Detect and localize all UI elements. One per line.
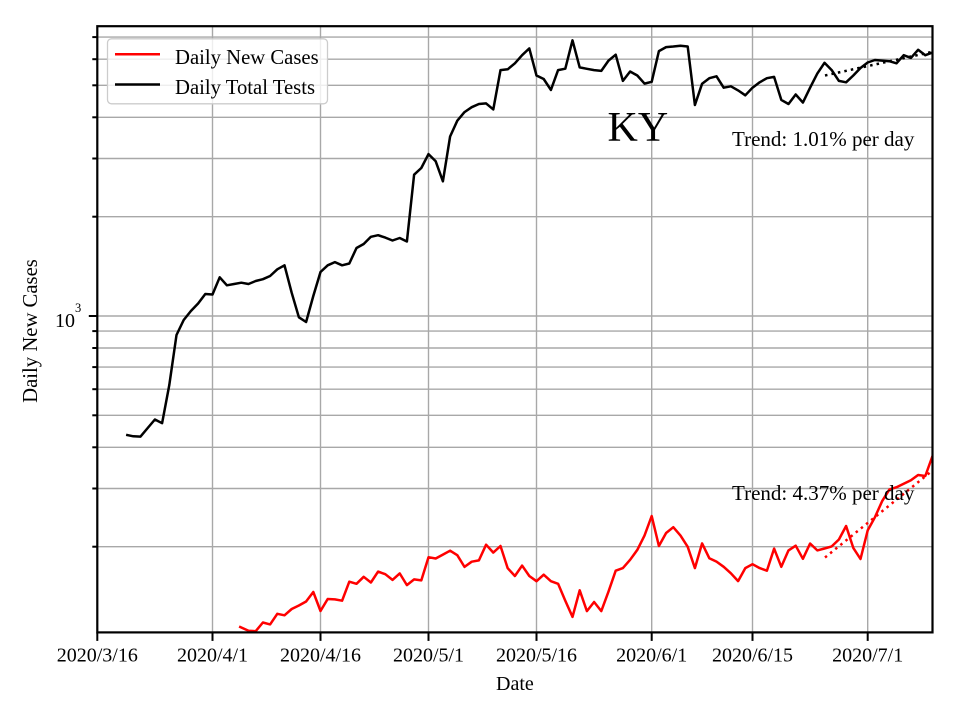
svg-text:2020/6/1: 2020/6/1 — [616, 645, 687, 667]
svg-text:Daily New Cases: Daily New Cases — [20, 259, 42, 403]
svg-text:2020/6/15: 2020/6/15 — [712, 645, 793, 667]
svg-text:Trend: 4.37% per day: Trend: 4.37% per day — [732, 481, 915, 505]
svg-text:2020/5/16: 2020/5/16 — [496, 645, 577, 667]
svg-text:2020/3/16: 2020/3/16 — [57, 645, 138, 667]
svg-text:Daily Total Tests: Daily Total Tests — [175, 77, 315, 99]
svg-text:2020/7/1: 2020/7/1 — [832, 645, 903, 667]
svg-text:Trend: 1.01% per day: Trend: 1.01% per day — [732, 127, 915, 151]
svg-text:2020/4/16: 2020/4/16 — [280, 645, 361, 667]
svg-text:Date: Date — [496, 673, 534, 695]
svg-text:2020/5/1: 2020/5/1 — [393, 645, 464, 667]
svg-text:2020/4/1: 2020/4/1 — [177, 645, 248, 667]
svg-text:KY: KY — [608, 105, 669, 151]
svg-text:Daily New Cases: Daily New Cases — [175, 47, 319, 69]
